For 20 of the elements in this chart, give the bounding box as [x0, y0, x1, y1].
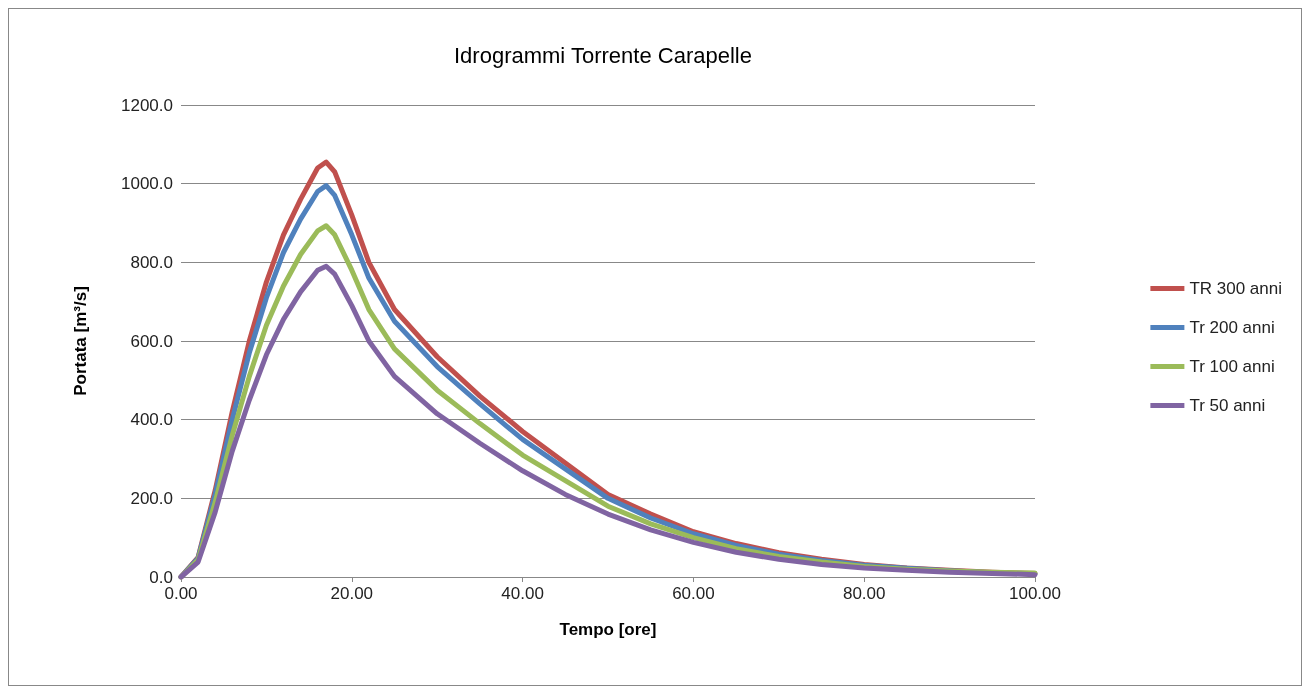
x-tick-label: 20.00 [330, 584, 374, 603]
y-tick-label: 800.0 [130, 252, 173, 272]
legend-label: Tr 200 anni [1189, 318, 1275, 337]
chart-title: Idrogrammi Torrente Carapelle [454, 42, 752, 68]
x-tick-label: 40.00 [501, 584, 544, 603]
y-tick-label: 200.0 [130, 488, 173, 508]
x-tick-label: 100.00 [1009, 584, 1061, 603]
x-tick-label: 0.00 [164, 584, 198, 603]
x-axis-title: Tempo [ore] [559, 620, 657, 639]
y-tick-label: 400.0 [130, 410, 173, 430]
y-tick-label: 600.0 [130, 331, 173, 351]
x-tick-label: 80.00 [842, 584, 886, 603]
x-tick-label: 60.00 [672, 584, 715, 603]
legend-label: TR 300 anni [1189, 279, 1283, 298]
legend-label: Tr 100 anni [1189, 357, 1275, 376]
y-tick-label: 0.0 [149, 567, 173, 587]
y-axis-title: Portata [m³/s] [71, 286, 90, 396]
y-tick-label: 1000.0 [121, 174, 173, 194]
legend-label: Tr 50 anni [1189, 396, 1266, 415]
y-tick-label: 1200.0 [121, 95, 173, 115]
